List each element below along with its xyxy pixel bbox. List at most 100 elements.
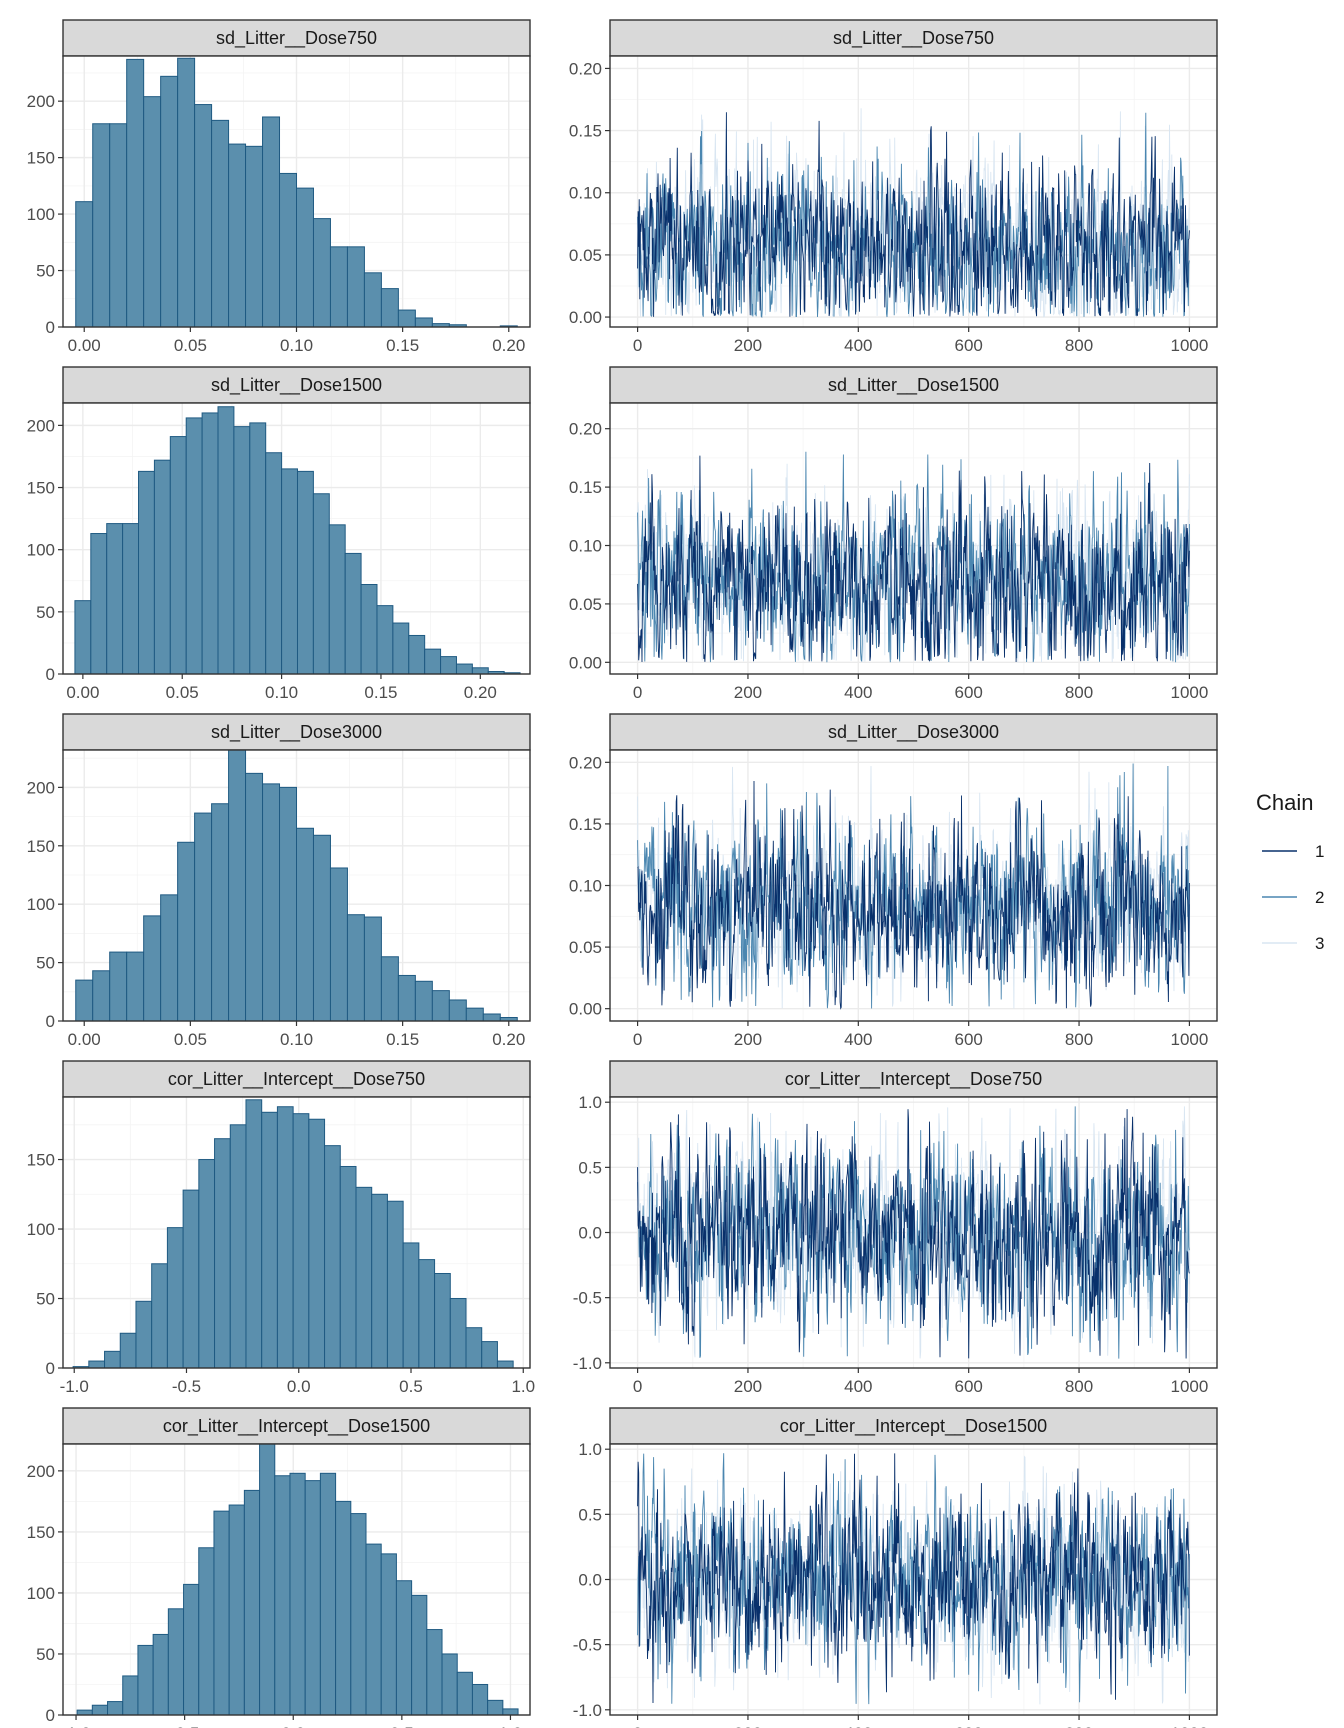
histogram-bar: [292, 1113, 310, 1368]
strip-title: sd_Litter__Dose3000: [211, 722, 382, 743]
histogram-bar: [312, 218, 331, 327]
plot-content: [637, 108, 1190, 319]
histogram-bar: [440, 656, 457, 674]
y-tick-label: 150: [27, 479, 55, 498]
strip: [62, 19, 531, 57]
x-tick-label: 200: [734, 1377, 762, 1396]
plot-content: [637, 451, 1190, 663]
x-tick-label: 400: [844, 336, 872, 355]
histogram-bar: [122, 1675, 139, 1715]
y-tick-label: 0.05: [569, 246, 602, 265]
trace-chain-1: [637, 780, 1190, 1010]
histogram-bar: [380, 288, 399, 327]
x-tick-label: 1.0: [499, 1724, 523, 1728]
histogram-bar: [91, 1704, 109, 1715]
y-tick-label: 0.0: [578, 1224, 602, 1243]
x-tick-label: 0.05: [166, 683, 199, 702]
histogram-bar: [198, 1547, 215, 1715]
strip-title: sd_Litter__Dose3000: [828, 722, 999, 743]
histogram-bar: [397, 974, 416, 1021]
histogram-bar: [74, 600, 92, 674]
histogram-bar: [167, 1608, 185, 1715]
y-tick-label: 0.05: [569, 595, 602, 614]
histogram-bar: [304, 1480, 321, 1715]
histogram-bar: [75, 201, 94, 327]
histogram-bar: [211, 803, 230, 1021]
histogram-bar: [414, 317, 433, 327]
y-tick-label: 0.10: [569, 184, 602, 203]
legend-entry-1: 1: [1262, 842, 1324, 861]
histogram-bar: [281, 468, 298, 674]
y-tick-label: 0: [46, 1359, 55, 1378]
histogram-bar: [296, 470, 314, 674]
x-tick-label: 0.05: [174, 1030, 207, 1049]
histogram-bar: [481, 1341, 498, 1368]
histogram-bar: [329, 867, 348, 1021]
y-tick-label: 0: [46, 318, 55, 337]
histogram-bar: [363, 272, 382, 327]
panel-9: cor_Litter__Intercept__Dose1500 -1.0 -0.5 0…: [27, 1407, 531, 1728]
x-tick-label: 0: [633, 683, 642, 702]
histogram-bar: [76, 1709, 93, 1715]
histogram-bar: [279, 172, 298, 327]
x-tick-label: 400: [844, 1030, 872, 1049]
x-tick-label: 0: [633, 1030, 642, 1049]
x-tick-label: 1000: [1170, 683, 1208, 702]
y-tick-label: 1.0: [578, 1093, 602, 1112]
histogram-bar: [434, 1272, 451, 1368]
histogram-bar: [471, 667, 489, 674]
x-tick-label: 0.15: [364, 683, 397, 702]
x-tick-label: 400: [844, 1724, 872, 1728]
y-tick-label: 0.05: [569, 938, 602, 957]
plot-content: [637, 763, 1190, 1010]
panel-7: cor_Litter__Intercept__Dose750 -1.0 -0.5 0.…: [27, 1060, 535, 1396]
histogram-bar: [365, 1543, 382, 1715]
x-tick-label: 0: [633, 1724, 642, 1728]
histogram-bar: [418, 1259, 436, 1368]
x-tick-label: 0.10: [280, 1030, 313, 1049]
y-tick-label: 150: [27, 149, 55, 168]
histogram-bar: [350, 1513, 367, 1715]
y-tick-label: 0.10: [569, 877, 602, 896]
x-tick-label: 200: [734, 1030, 762, 1049]
x-tick-label: 800: [1065, 1724, 1093, 1728]
histogram-bar: [119, 1332, 137, 1368]
y-tick-label: 150: [27, 1151, 55, 1170]
histogram-bar: [107, 1701, 124, 1715]
histogram-bar: [92, 970, 111, 1021]
histogram-bar: [177, 841, 196, 1021]
y-tick-label: 0.10: [569, 537, 602, 556]
histogram-bar: [138, 470, 155, 674]
histogram-bar: [213, 1510, 230, 1715]
histogram-bar: [265, 452, 283, 674]
plot-content: [637, 1106, 1190, 1359]
y-tick-label: 100: [27, 541, 55, 560]
panel-6: sd_Litter__Dose3000 0 200 400 600 800 1000 0.00…: [569, 713, 1218, 1049]
trace-chain-1: [637, 112, 1190, 317]
x-tick-label: -0.5: [172, 1377, 201, 1396]
histogram-bar: [363, 916, 382, 1021]
histogram-bar: [262, 783, 281, 1021]
y-tick-label: 50: [36, 262, 55, 281]
histogram-bar: [319, 1472, 337, 1715]
strip: [609, 366, 1218, 404]
y-tick-label: 0.15: [569, 122, 602, 141]
x-tick-label: 0.5: [399, 1377, 423, 1396]
legend-label-3: 3: [1315, 934, 1324, 953]
x-tick-label: 400: [844, 1377, 872, 1396]
histogram-bar: [371, 1193, 388, 1368]
histogram-bar: [245, 772, 264, 1021]
histogram-bar: [380, 956, 399, 1021]
y-tick-label: 0.15: [569, 815, 602, 834]
histogram-bar: [229, 1124, 247, 1368]
y-tick-label: 0.20: [569, 420, 602, 439]
histogram-bar: [166, 1227, 184, 1368]
histogram-bar: [431, 990, 450, 1021]
histogram-bar: [143, 96, 162, 327]
histogram-bar: [289, 1472, 306, 1715]
histogram-bar: [448, 999, 467, 1021]
x-tick-label: 0.00: [68, 1030, 101, 1049]
histogram-bar: [335, 1500, 352, 1715]
histogram-bar: [441, 1653, 458, 1715]
